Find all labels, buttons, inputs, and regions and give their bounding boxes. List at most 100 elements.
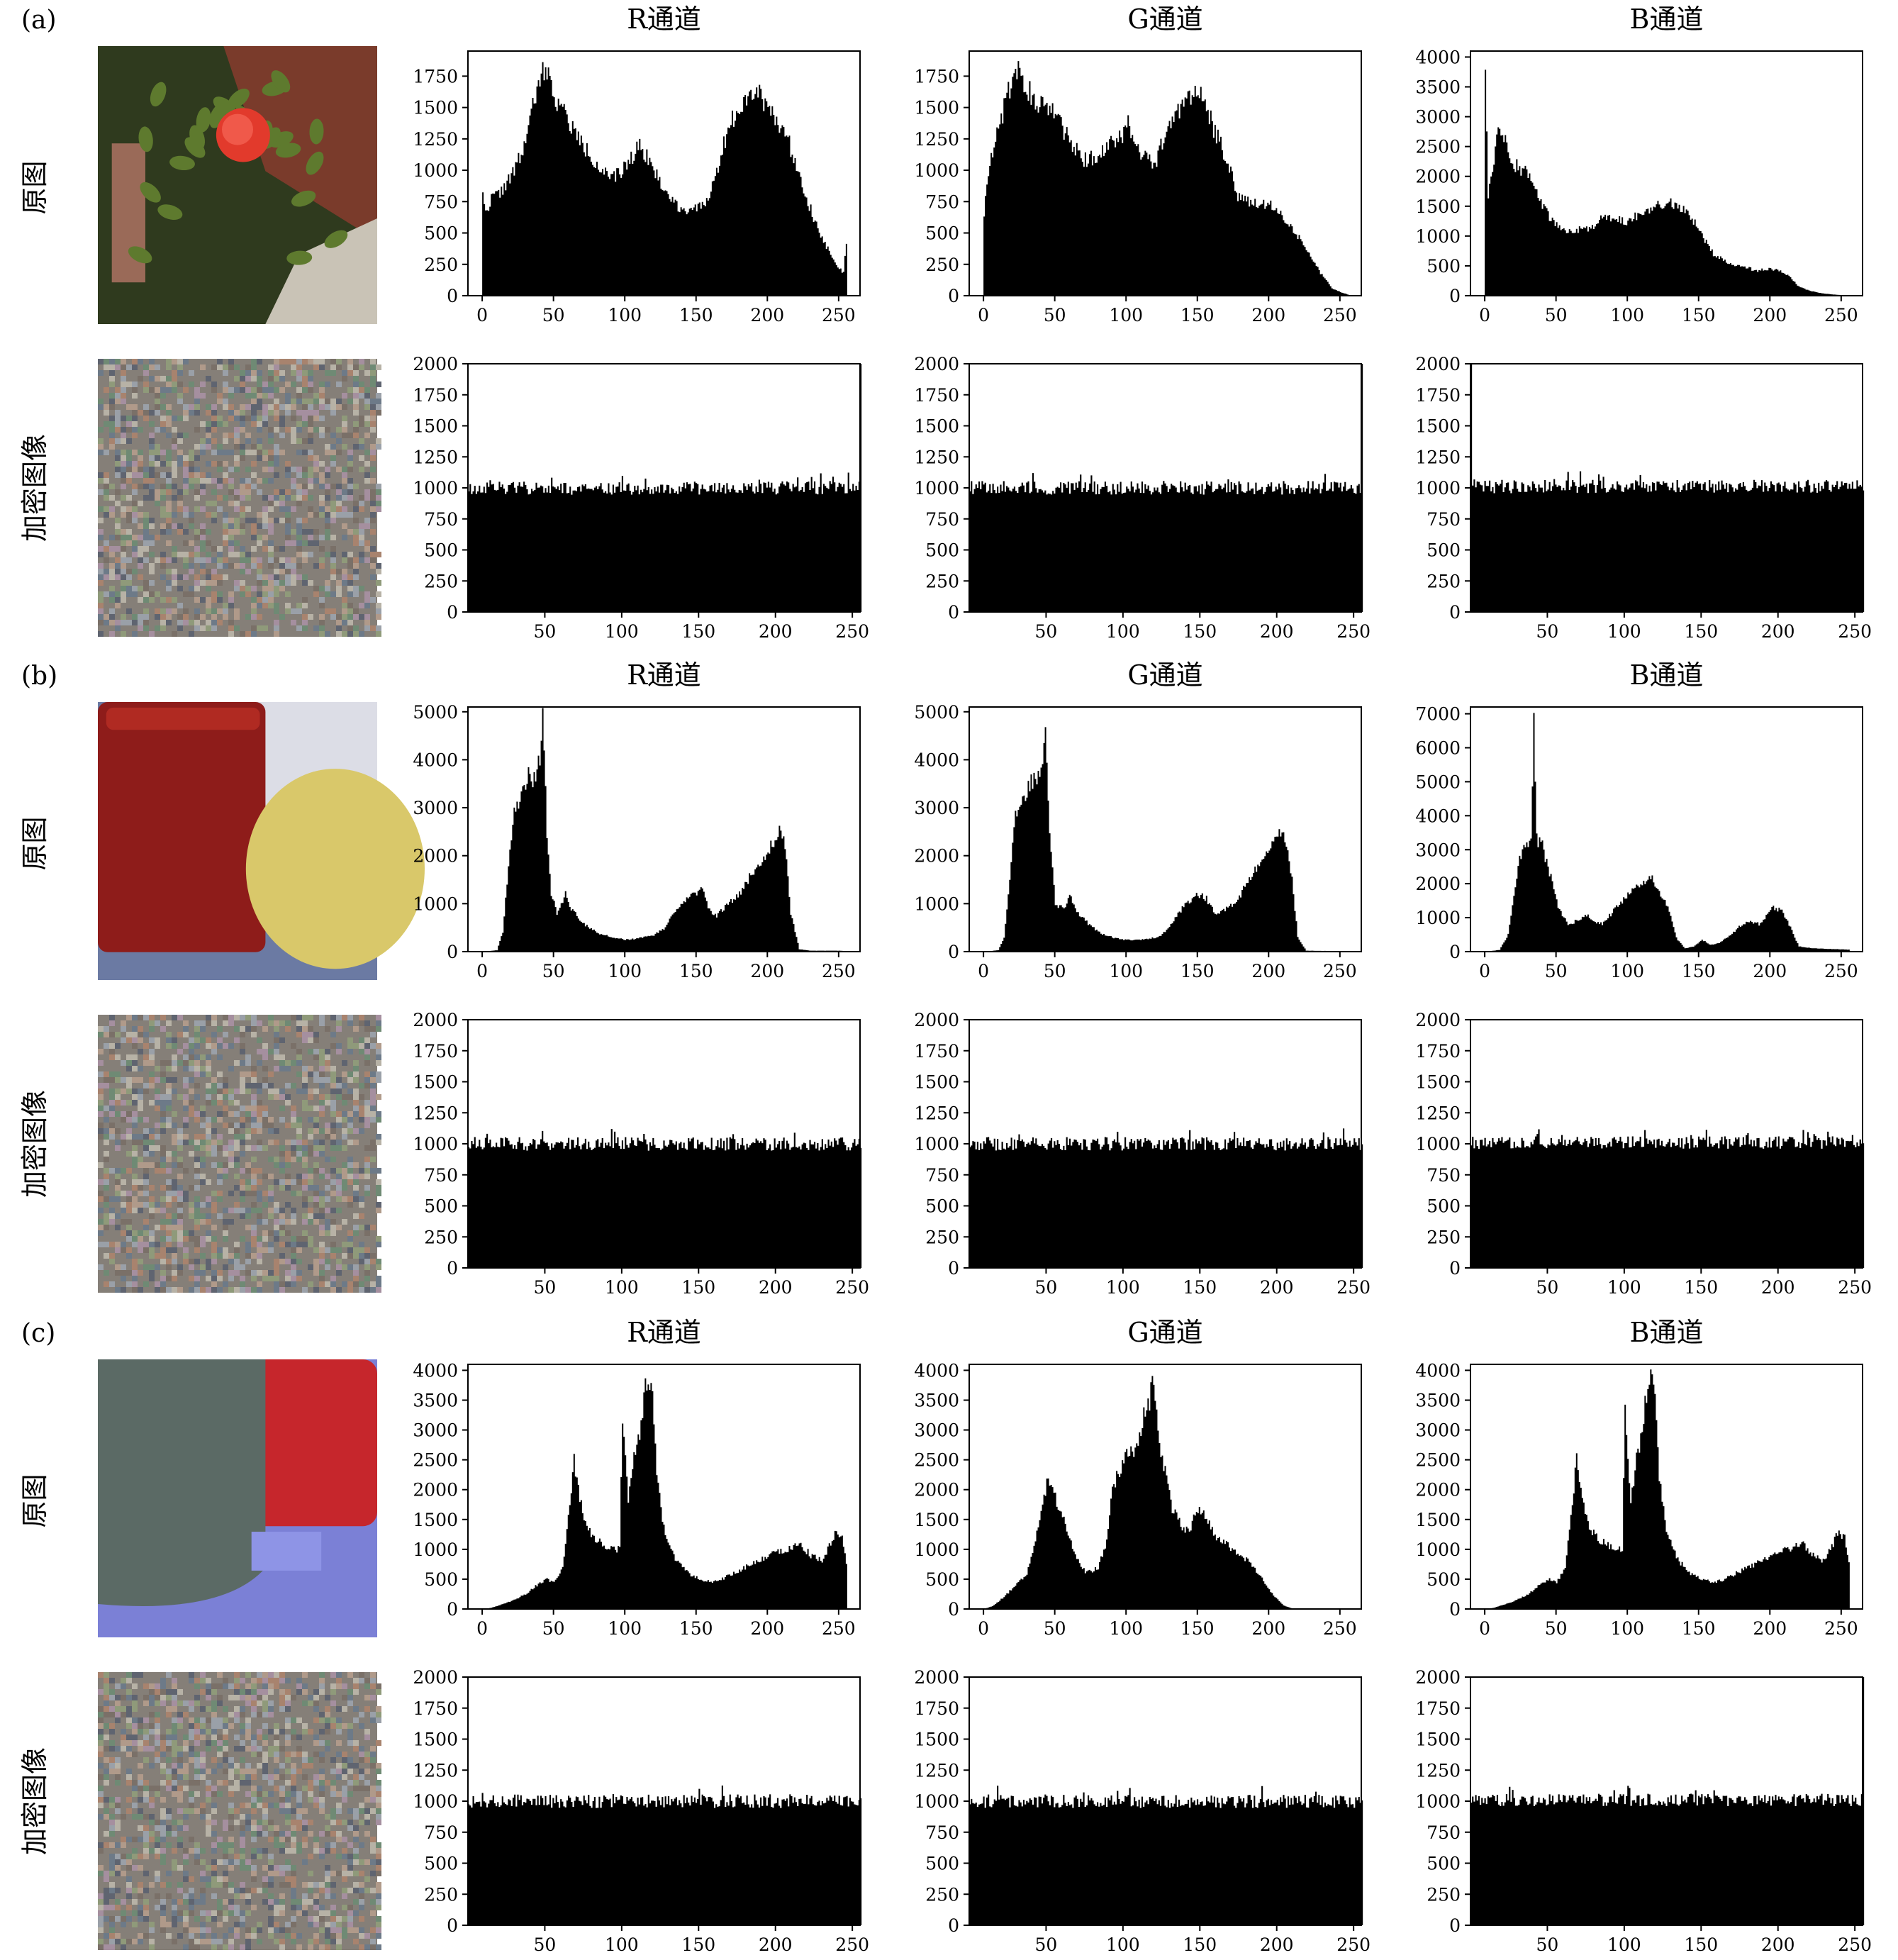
encrypted-image-thumbnail	[98, 1015, 381, 1293]
x-tick-label: 100	[605, 1934, 639, 1955]
x-tick-label: 150	[679, 961, 713, 981]
histogram-panel: 0 500 1000 1500 2000 2500 3000 3500 4000 0 50 100 15…	[1415, 1360, 1863, 1639]
y-tick-label: 250	[424, 571, 458, 591]
x-tick-label: 150	[1684, 1934, 1718, 1955]
x-tick-label: 250	[1323, 305, 1357, 325]
plot-frame	[467, 50, 861, 296]
histogram-panel: 0 1000 2000 3000 4000 5000 0 50 100 150 200 250	[914, 702, 1362, 981]
column-title: B通道	[1630, 659, 1704, 691]
x-tick-label: 0	[1479, 305, 1490, 325]
x-tick-label: 250	[1336, 1934, 1371, 1955]
x-tick-label: 100	[1610, 1618, 1644, 1639]
x-tick-label: 150	[681, 1934, 715, 1955]
y-tick-label: 0	[1449, 1258, 1461, 1279]
y-tick-label: 0	[948, 286, 959, 306]
histogram-panel: 0 500 1000 1500 2000 2500 3000 3500 4000 0 50 100 15…	[413, 1360, 861, 1639]
histogram-bars	[468, 1129, 862, 1268]
y-tick-label: 1000	[413, 1539, 458, 1560]
y-tick-label: 500	[1427, 1196, 1461, 1217]
x-tick-label: 100	[1607, 621, 1641, 642]
row-label-original: 原图	[19, 816, 50, 870]
y-tick-label: 2000	[1415, 1480, 1461, 1500]
x-tick-label: 250	[1838, 1934, 1872, 1955]
x-tick-label: 250	[1838, 1277, 1872, 1298]
y-tick-label: 1000	[413, 893, 458, 914]
y-tick-label: 500	[925, 540, 959, 561]
y-tick-label: 1000	[1415, 226, 1461, 247]
x-tick-label: 50	[1536, 1277, 1559, 1298]
column-title: G通道	[1127, 1317, 1202, 1348]
column-title: B通道	[1630, 1317, 1704, 1348]
y-tick-label: 2500	[914, 1450, 959, 1471]
histogram-panel: 0 250 500 750 1000 1250 1500 1750 2000 50 100 150 20…	[914, 1010, 1371, 1298]
x-tick-label: 150	[1183, 1934, 1217, 1955]
x-tick-label: 50	[1044, 305, 1066, 325]
y-tick-label: 2500	[1415, 137, 1461, 157]
x-tick-label: 150	[679, 1618, 713, 1639]
y-tick-label: 1000	[413, 160, 458, 181]
y-tick-label: 1250	[413, 129, 458, 150]
x-tick-label: 100	[1610, 305, 1644, 325]
y-tick-label: 4000	[1415, 806, 1461, 826]
y-tick-label: 1250	[413, 447, 458, 467]
y-tick-label: 0	[948, 1599, 959, 1620]
y-tick-label: 0	[447, 942, 458, 962]
x-tick-label: 200	[1753, 1618, 1787, 1639]
x-tick-label: 150	[1684, 1277, 1718, 1298]
x-tick-label: 200	[1260, 621, 1294, 642]
y-tick-label: 2000	[1415, 1010, 1461, 1030]
x-tick-label: 150	[681, 1277, 715, 1298]
x-tick-label: 50	[542, 961, 565, 981]
histogram-bars	[1470, 364, 1865, 612]
y-tick-label: 2000	[914, 354, 959, 374]
y-tick-label: 750	[925, 509, 959, 530]
y-tick-label: 1000	[1415, 908, 1461, 928]
x-tick-label: 50	[1035, 1277, 1058, 1298]
y-tick-label: 5000	[413, 702, 458, 723]
histogram-panel: 0 1000 2000 3000 4000 5000 0 50 100 150 200 250	[413, 702, 861, 981]
x-tick-label: 0	[978, 961, 989, 981]
plot-frame	[467, 706, 861, 952]
row-label-original: 原图	[19, 160, 50, 214]
y-tick-label: 1000	[413, 1134, 458, 1154]
y-tick-label: 250	[424, 1227, 458, 1247]
y-tick-label: 0	[948, 602, 959, 623]
y-tick-label: 1750	[413, 1698, 458, 1719]
x-tick-label: 50	[534, 621, 557, 642]
x-tick-label: 150	[679, 305, 713, 325]
plot-frame	[1470, 706, 1863, 952]
y-tick-label: 7000	[1415, 704, 1461, 725]
y-tick-label: 1750	[914, 1698, 959, 1719]
histogram-panel: 0 500 1000 1500 2000 2500 3000 3500 4000 0 50 100 15…	[1415, 47, 1863, 325]
x-tick-label: 250	[1824, 961, 1858, 981]
y-tick-label: 500	[1427, 1854, 1461, 1874]
y-tick-label: 1750	[1415, 1698, 1461, 1719]
y-tick-label: 2500	[1415, 1450, 1461, 1471]
x-tick-label: 50	[534, 1277, 557, 1298]
histogram-panel: 0 250 500 750 1000 1250 1500 1750 2000 50 100 150 20…	[1415, 1667, 1872, 1955]
y-tick-label: 2000	[413, 1010, 458, 1030]
histogram-panel: 0 500 1000 1500 2000 2500 3000 3500 4000 0 50 100 15…	[914, 1360, 1362, 1639]
x-tick-label: 150	[1180, 1618, 1215, 1639]
x-tick-label: 200	[1260, 1277, 1294, 1298]
y-tick-label: 2000	[914, 1480, 959, 1500]
x-tick-label: 200	[1753, 305, 1787, 325]
y-tick-label: 500	[1427, 540, 1461, 561]
y-tick-label: 0	[1449, 942, 1461, 962]
y-tick-label: 0	[948, 1915, 959, 1936]
x-tick-label: 200	[750, 305, 784, 325]
y-tick-label: 1500	[914, 1730, 959, 1750]
x-tick-label: 100	[605, 1277, 639, 1298]
y-tick-label: 2000	[1415, 874, 1461, 894]
y-tick-label: 250	[925, 571, 959, 591]
y-tick-label: 4000	[1415, 47, 1461, 67]
histogram-bars	[1470, 1677, 1865, 1925]
y-tick-label: 4000	[914, 750, 959, 770]
y-tick-label: 1250	[914, 1760, 959, 1781]
histogram-bars	[969, 364, 1363, 612]
y-tick-label: 500	[424, 1569, 458, 1590]
y-tick-label: 3500	[1415, 77, 1461, 97]
y-tick-label: 1000	[914, 478, 959, 499]
y-tick-label: 1000	[1415, 1539, 1461, 1560]
histogram-panel: 0 250 500 750 1000 1250 1500 1750 2000 50 100 150 20…	[413, 1667, 869, 1955]
